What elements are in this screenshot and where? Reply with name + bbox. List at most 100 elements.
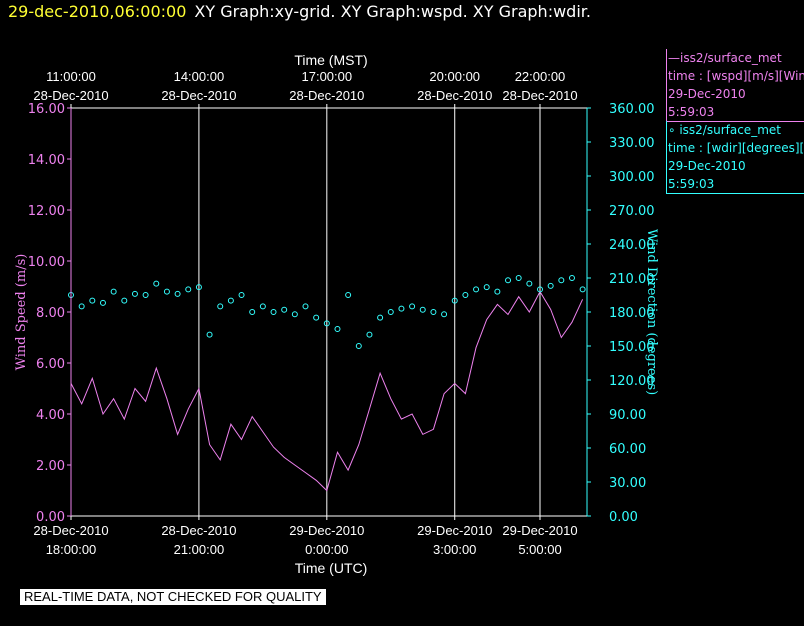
legend-wdir-line1: ∘ iss2/surface_met: [668, 123, 781, 137]
y-left-tick-label: 0.00: [36, 510, 65, 525]
y-left-tick-label: 14.00: [28, 153, 65, 168]
y-right-tick-label: 120.00: [609, 374, 655, 389]
wind-direction-point: [174, 290, 181, 297]
legend-wind-speed[interactable]: —iss2/surface_met time : [wspd][m/s][Win…: [666, 49, 804, 122]
y-right-tick-label: 360.00: [609, 102, 655, 117]
wind-speed-series: [70, 290, 584, 492]
y-left-axis-label: Wind Speed (m/s): [14, 254, 29, 371]
wind-direction-point: [505, 277, 512, 284]
wind-direction-point: [206, 331, 213, 338]
x-top-tick-time: 22:00:00: [515, 69, 566, 84]
x-bottom-tick-date: 29-Dec-2010: [502, 523, 577, 538]
wind-direction-point: [568, 275, 575, 281]
x-top-tick-time: 11:00:00: [46, 69, 96, 84]
x-top-tick-date: 28-Dec-2010: [502, 88, 577, 103]
wind-direction-point: [419, 306, 426, 313]
wind-direction-point: [537, 286, 543, 293]
x-bottom-tick-time: 3:00:00: [433, 542, 476, 557]
wind-direction-point: [238, 292, 245, 298]
y-right-tick-label: 240.00: [609, 238, 655, 253]
wind-direction-point: [526, 280, 533, 287]
wind-direction-point: [345, 292, 352, 298]
wind-direction-point: [153, 280, 160, 287]
legend-wspd-line2: time : [wspd][m/s][Wind: [668, 69, 804, 83]
graph-names: XY Graph:xy-grid. XY Graph:wspd. XY Grap…: [194, 2, 591, 21]
x-top-tick-time: 17:00:00: [302, 69, 353, 84]
legend-wdir-line4: 5:59:03: [668, 177, 715, 191]
wind-direction-point: [451, 297, 458, 304]
y-right-tick-label: 180.00: [609, 306, 655, 321]
y-right-tick-label: 150.00: [609, 340, 655, 355]
y-left-tick-label: 4.00: [36, 408, 65, 423]
wind-direction-point: [494, 288, 501, 295]
wind-direction-point: [323, 320, 330, 327]
axes: [67, 104, 591, 520]
x-top-tick-date: 28-Dec-2010: [417, 88, 492, 103]
legend-wind-direction[interactable]: ∘ iss2/surface_met time : [wdir][degrees…: [666, 121, 804, 194]
wind-direction-point: [387, 309, 394, 315]
x-bottom-tick-time: 18:00:00: [46, 542, 97, 557]
wind-direction-point: [579, 286, 586, 293]
axis-texts: 0.00 2.00 4.00 6.00 8.00 10.00 12.00 14.00 16.00…: [14, 52, 659, 576]
y-right-tick-label: 60.00: [609, 442, 646, 457]
graph-title-bar: 29-dec-2010,06:00:00 XY Graph:xy-grid. XY…: [8, 2, 591, 21]
x-top-tick-date: 28-Dec-2010: [33, 88, 108, 103]
wind-direction-point: [142, 292, 149, 298]
legend-wdir-line3: 29-Dec-2010: [668, 159, 746, 173]
x-bottom-tick-date: 28-Dec-2010: [161, 523, 236, 538]
wind-direction-point: [249, 309, 256, 315]
wind-direction-point: [227, 297, 234, 304]
wind-direction-point: [547, 282, 554, 289]
wind-direction-point: [515, 275, 522, 281]
legend-wspd-line3: 29-Dec-2010: [668, 87, 746, 101]
wind-speed-line: [70, 290, 584, 492]
wind-direction-point: [398, 305, 405, 312]
x-bottom-axis-label: Time (UTC): [295, 560, 368, 576]
x-bottom-tick-date: 29-Dec-2010: [417, 523, 492, 538]
y-right-tick-label: 0.00: [609, 510, 638, 525]
wind-direction-point: [281, 306, 288, 313]
x-top-tick-date: 28-Dec-2010: [161, 88, 236, 103]
wind-direction-point: [366, 331, 373, 338]
wind-direction-point: [121, 297, 128, 304]
legend-wspd-line1: —iss2/surface_met: [668, 51, 782, 65]
x-top-tick-date: 28-Dec-2010: [289, 88, 364, 103]
x-top-tick-time: 14:00:00: [174, 69, 225, 84]
y-left-tick-label: 8.00: [36, 306, 65, 321]
y-right-tick-label: 300.00: [609, 170, 655, 185]
legend-wspd-line4: 5:59:03: [668, 105, 715, 119]
y-right-tick-label: 330.00: [609, 136, 655, 151]
y-right-tick-label: 90.00: [609, 408, 646, 423]
wind-direction-point: [302, 303, 309, 310]
wind-direction-point: [110, 288, 117, 295]
wind-direction-point: [270, 309, 277, 315]
y-left-tick-label: 6.00: [36, 357, 65, 372]
y-right-tick-label: 210.00: [609, 272, 655, 287]
x-bottom-tick-time: 21:00:00: [174, 542, 225, 557]
wind-direction-point: [131, 290, 138, 297]
y-left-tick-label: 12.00: [28, 204, 65, 219]
y-right-tick-label: 270.00: [609, 204, 655, 219]
x-bottom-tick-date: 28-Dec-2010: [33, 523, 108, 538]
timestamp: 29-dec-2010,06:00:00: [8, 2, 187, 21]
wind-direction-point: [462, 292, 469, 298]
wind-direction-point: [430, 309, 437, 315]
x-bottom-tick-date: 29-Dec-2010: [289, 523, 364, 538]
y-left-tick-label: 2.00: [36, 459, 65, 474]
wind-direction-point: [377, 314, 384, 321]
wind-direction-point: [78, 303, 85, 310]
wind-direction-series: [68, 275, 586, 349]
wind-direction-point: [355, 343, 362, 349]
x-bottom-tick-time: 0:00:00: [305, 542, 348, 557]
wind-direction-point: [89, 297, 96, 304]
wind-direction-point: [473, 286, 480, 293]
x-top-axis-label: Time (MST): [294, 52, 367, 68]
y-right-axis-label: Wind Direction (degrees): [644, 229, 659, 395]
wind-direction-point: [217, 303, 224, 310]
wind-direction-point: [99, 299, 106, 306]
y-right-tick-label: 30.00: [609, 476, 646, 491]
wind-direction-point: [313, 314, 320, 321]
y-left-tick-label: 10.00: [28, 255, 65, 270]
wind-direction-point: [195, 284, 202, 291]
